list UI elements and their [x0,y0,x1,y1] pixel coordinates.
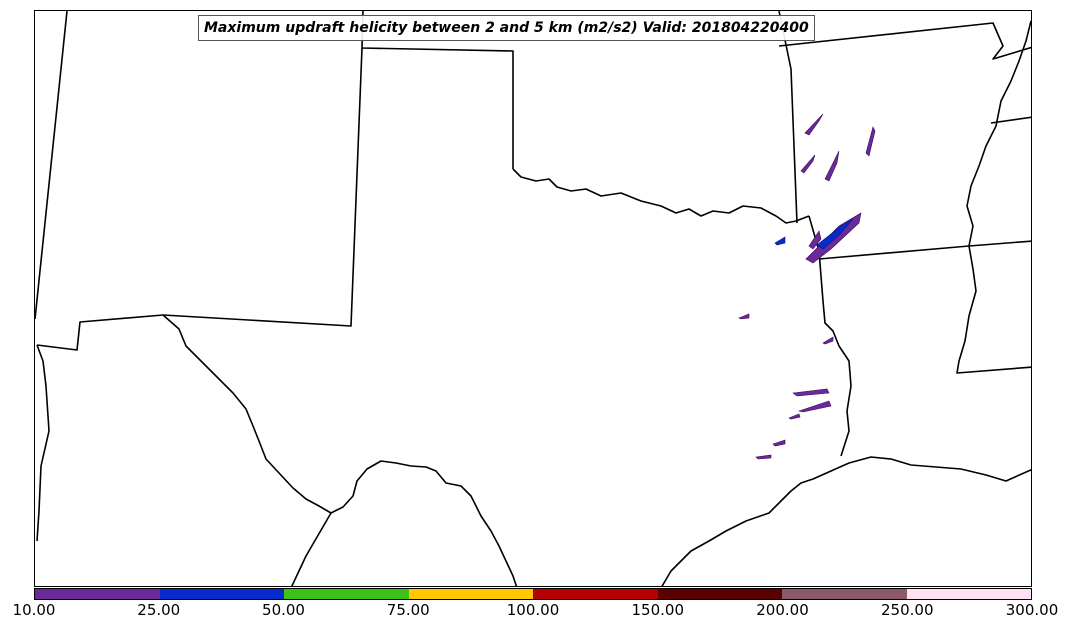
swath-2 [865,126,876,157]
colorbar-tick-label: 150.00 [631,601,685,619]
rio-grande [162,314,518,586]
swath-7 [808,230,822,250]
mexico-line-west [36,344,50,542]
helicity-swaths [738,113,876,460]
colorbar-segment [284,589,409,599]
swath-13 [788,413,801,420]
swath-1 [804,113,824,136]
colorbar-tick-label: 100.00 [506,601,560,619]
ar-texas-border [808,215,852,457]
nm-south-border [36,314,164,351]
colorbar-segment [657,589,782,599]
swath-6 [816,218,854,250]
swath-14 [772,439,786,447]
map-title: Maximum updraft helicity between 2 and 5… [198,15,815,41]
colorbar-segment [35,589,160,599]
colorbar-tick-label: 200.00 [756,601,809,619]
swath-4 [824,150,840,182]
colorbar-tick-label: 75.00 [386,601,430,619]
colorbar-segment [408,589,533,599]
swath-3 [800,154,816,174]
arkansas-north [778,22,1031,60]
swath-9 [738,313,750,320]
swath-10 [822,336,834,345]
oklahoma-panhandle-west [162,47,363,327]
colorbar-tick-label: 300.00 [1005,601,1059,619]
swath-15 [755,454,772,460]
ar-la-border [818,240,1031,260]
swath-8 [774,236,786,246]
colorbar [34,588,1032,600]
map-svg [35,11,1031,586]
kansas-missouri-border [778,11,798,224]
map-panel [34,10,1032,587]
swath-12 [797,400,832,413]
colorbar-segment [906,589,1031,599]
colorbar-tick-label: 50.00 [262,601,305,619]
colorbar-tick-label: 250.00 [881,601,934,619]
red-river-border [512,168,810,224]
gulf-coast [661,456,1031,586]
nm-western-border [35,11,68,320]
colorbar-tick-label: 10.00 [12,601,56,619]
mississippi-river [956,20,1031,374]
colorbar-segment [782,589,907,599]
state-borders [35,11,1031,586]
colorbar-tick-label: 25.00 [137,601,181,619]
tn-ms-line [990,116,1031,124]
colorbar-segment [533,589,658,599]
colorbar-segment [159,589,284,599]
mexico-line-chihuahua [291,512,332,586]
swath-11 [792,388,830,397]
